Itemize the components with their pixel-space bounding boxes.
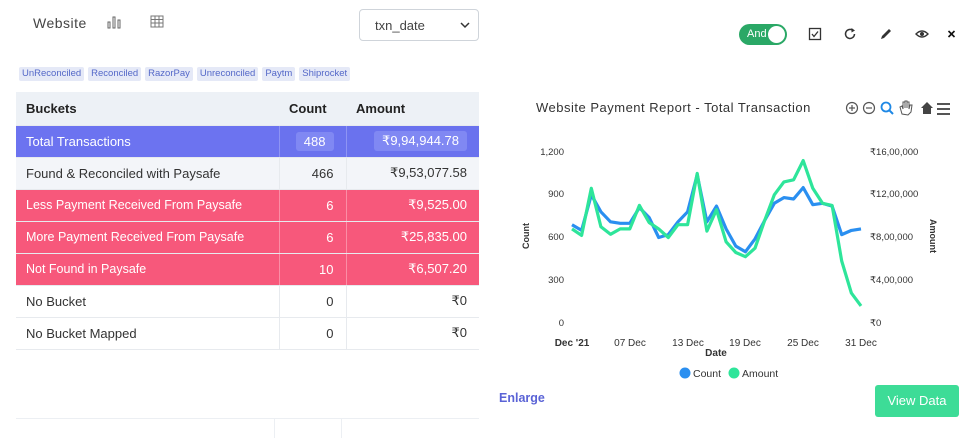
bucket-cell: Found & Reconciled with Paysafe: [16, 157, 279, 190]
y2-axis-label: Amount: [928, 219, 938, 253]
edit-icon[interactable]: [879, 27, 893, 41]
eye-icon[interactable]: [915, 27, 929, 41]
legend-label: Amount: [742, 368, 778, 380]
y2-tick-label: ₹4,00,000: [870, 275, 913, 286]
home-reset-icon[interactable]: [921, 102, 933, 114]
table-row[interactable]: Found & Reconciled with Paysafe 466 ₹9,5…: [16, 157, 479, 190]
table-row[interactable]: No Bucket 0 ₹0: [16, 285, 479, 318]
toggle-knob: [768, 26, 785, 43]
legend-marker: [728, 367, 740, 379]
close-icon[interactable]: [945, 27, 959, 41]
zoom-selection-icon[interactable]: [880, 101, 894, 115]
x-tick-label: 31 Dec: [845, 338, 877, 349]
count-value: 488: [295, 131, 334, 151]
bucket-cell: Less Payment Received From Paysafe: [16, 189, 279, 222]
count-cell: 10: [278, 253, 346, 286]
menu-icon[interactable]: [937, 103, 950, 115]
filter-tag[interactable]: Paytm: [262, 67, 296, 81]
y-axis-label: Count: [521, 223, 531, 249]
table-row[interactable]: Less Payment Received From Paysafe 6 ₹9,…: [16, 189, 479, 222]
bucket-cell: Not Found in Paysafe: [16, 253, 279, 286]
x-tick-label: 07 Dec: [614, 338, 646, 349]
amount-cell: ₹0: [345, 285, 479, 318]
filter-tag[interactable]: Shiprocket: [299, 67, 351, 81]
table-row[interactable]: More Payment Received From Paysafe 6 ₹25…: [16, 221, 479, 254]
payment-line-chart: 0 300 600 900 1,200 ₹0 ₹4,00,000 ₹8,00,0…: [521, 100, 950, 381]
bucket-cell: No Bucket Mapped: [16, 317, 279, 350]
count-cell: 6: [278, 189, 346, 222]
legend-item-amount[interactable]: Amount: [728, 367, 779, 381]
table-row[interactable]: Not Found in Paysafe 10 ₹6,507.20: [16, 253, 479, 286]
y2-tick-label: ₹8,00,000: [870, 232, 913, 243]
amount-value: ₹9,94,944.78: [374, 131, 467, 151]
filter-tag[interactable]: RazorPay: [145, 67, 193, 81]
legend-item-count[interactable]: Count: [679, 367, 722, 381]
count-cell: 0: [278, 317, 346, 350]
table-icon[interactable]: [149, 14, 165, 30]
filter-tag[interactable]: Unreconciled: [196, 67, 259, 81]
view-data-button[interactable]: View Data: [875, 385, 959, 417]
bucket-cell: Total Transactions: [16, 125, 279, 158]
y-tick-label: 1,200: [540, 147, 564, 158]
amount-cell: ₹0: [345, 317, 479, 350]
amount-cell: ₹9,525.00: [345, 189, 479, 222]
x-tick-label: 13 Dec: [672, 338, 704, 349]
page-title: Website: [33, 15, 87, 31]
col-header-amount: Amount: [346, 92, 479, 126]
legend-marker: [679, 367, 691, 379]
table-header-row: Buckets Count Amount: [16, 92, 479, 126]
series-layer: [571, 158, 863, 307]
y-tick-label: 600: [548, 232, 564, 243]
bar-chart-icon[interactable]: [106, 14, 122, 30]
y2-tick-label: ₹16,00,000: [870, 147, 918, 158]
zoom-in-icon[interactable]: [845, 101, 859, 115]
and-toggle[interactable]: And: [739, 24, 787, 45]
zoom-out-icon[interactable]: [862, 101, 876, 115]
filter-tag[interactable]: UnReconciled: [19, 67, 85, 81]
toggle-label: And: [747, 28, 767, 40]
bucket-cell: More Payment Received From Paysafe: [16, 221, 279, 254]
table-row[interactable]: No Bucket Mapped 0 ₹0: [16, 317, 479, 350]
x-tick-label: 19 Dec: [729, 338, 761, 349]
col-header-count: Count: [279, 92, 346, 126]
col-header-buckets: Buckets: [16, 92, 279, 126]
filter-tag[interactable]: Reconciled: [88, 67, 142, 81]
chart-legend: Count Amount: [679, 367, 779, 381]
amount-cell: ₹9,94,944.78: [345, 125, 479, 158]
amount-cell: ₹6,507.20: [345, 253, 479, 286]
series-line-amount: [571, 158, 863, 307]
count-cell: 488: [278, 125, 346, 158]
select-value: txn_date: [375, 18, 425, 33]
count-cell: 466: [278, 157, 346, 190]
y2-tick-label: ₹0: [870, 318, 881, 329]
filter-tags: UnReconciled Reconciled RazorPay Unrecon…: [19, 67, 351, 81]
count-cell: 6: [278, 221, 346, 254]
series-line-count: [571, 173, 862, 254]
count-cell: 0: [278, 285, 346, 318]
divider: [274, 419, 275, 438]
chevron-down-icon: [460, 22, 470, 29]
bucket-cell: No Bucket: [16, 285, 279, 318]
enlarge-link[interactable]: Enlarge: [499, 391, 545, 405]
y-tick-label: 0: [559, 318, 564, 329]
date-field-select[interactable]: txn_date: [359, 9, 479, 41]
pan-hand-icon[interactable]: [899, 100, 913, 116]
legend-label: Count: [693, 368, 721, 380]
amount-cell: ₹9,53,077.58: [345, 157, 479, 190]
buckets-table: Buckets Count Amount Total Transactions …: [16, 92, 479, 350]
table-footer-row: [16, 418, 479, 438]
y-tick-label: 300: [548, 275, 564, 286]
amount-cell: ₹25,835.00: [345, 221, 479, 254]
divider: [341, 419, 342, 438]
y-tick-label: 900: [548, 189, 564, 200]
checkbox-icon[interactable]: [808, 27, 822, 41]
y2-tick-label: ₹12,00,000: [870, 189, 918, 200]
table-row[interactable]: Total Transactions 488 ₹9,94,944.78: [16, 125, 479, 158]
refresh-icon[interactable]: [843, 27, 857, 41]
x-tick-label: 25 Dec: [787, 338, 819, 349]
x-tick-label: Dec '21: [555, 338, 590, 349]
chart-title: Website Payment Report - Total Transacti…: [536, 100, 811, 115]
x-axis-label: Date: [705, 348, 727, 359]
